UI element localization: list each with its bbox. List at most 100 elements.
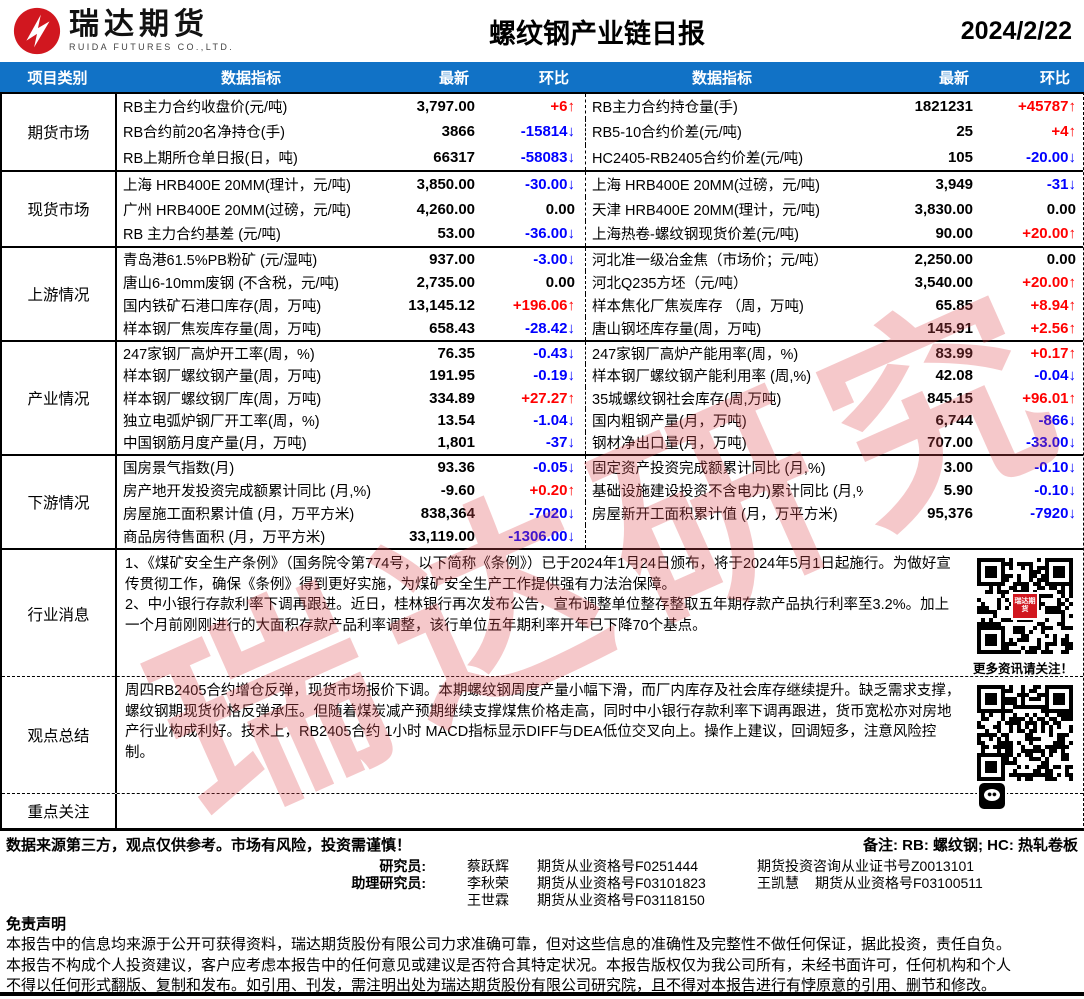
change-cell: 0.00: [1046, 200, 1076, 218]
qr-module: [977, 630, 981, 634]
qr-module: [1069, 697, 1073, 701]
qr-module: [1069, 713, 1073, 717]
qr-module: [1057, 602, 1061, 606]
qr-module: [1057, 713, 1061, 717]
col-header-latest-right: 最新: [938, 69, 969, 87]
qr-module: [1049, 709, 1053, 713]
value-cell: 53.00: [437, 225, 475, 243]
qr-module: [985, 685, 989, 689]
qr-module: [989, 777, 993, 781]
indicator-cell: RB5-10合约价差(元/吨): [585, 119, 863, 145]
qr-module: [1045, 594, 1049, 598]
indicator-cell: 中国钢筋月度产量(月，万吨): [123, 436, 307, 453]
qr-module: [1001, 646, 1005, 650]
qr-module: [1009, 717, 1013, 721]
qr-module: [1065, 717, 1069, 721]
change-cell: -30.00↓: [524, 175, 575, 193]
qr-module: [1037, 773, 1041, 777]
qr-module: [1045, 562, 1049, 566]
qr-module: [1025, 737, 1029, 741]
researcher-name: 王世霖: [467, 892, 509, 908]
researcher-label: 助理研究员:: [351, 875, 426, 891]
qr-module: [993, 574, 997, 578]
qr-module: [1037, 769, 1041, 773]
indicator-cell: 商品房待售面积 (月，万平方米): [123, 530, 326, 546]
qr-module: [1061, 642, 1065, 646]
qr-module: [1033, 626, 1037, 630]
qr-module: [977, 570, 981, 574]
qr-module: [1045, 721, 1049, 725]
researcher-cert-advisory: 期货投资咨询从业证书号Z0013101: [757, 858, 975, 874]
qr-module: [977, 737, 981, 741]
qr-module: [989, 558, 993, 562]
qr-module: [1057, 582, 1061, 586]
qr-module: [1017, 725, 1021, 729]
qr-module: [997, 590, 1001, 594]
qr-caption: 更多资讯请关注！: [973, 662, 1074, 676]
qr-module: [1025, 777, 1029, 781]
table-row: 247家钢厂高炉开工率(周，%) 76.35 -0.43↓ 247家钢厂高炉产能用率(…: [117, 342, 1083, 365]
qr-module: [1025, 634, 1029, 638]
qr-module: [1017, 717, 1021, 721]
value-cell: 3866: [441, 123, 475, 141]
researchers-block: 研究员: 蔡跃辉 期货从业资格号F0251444 期货投资咨询从业证书号Z001…: [0, 858, 1084, 909]
qr-module: [1041, 721, 1045, 725]
qr-module: [985, 697, 989, 701]
qr-module: [1049, 558, 1053, 562]
indicator-cell: 固定资产投资完成额累计同比 (月,%): [585, 456, 863, 479]
qr-module: [1021, 562, 1025, 566]
qr-module: [1005, 709, 1009, 713]
qr-module: [981, 717, 985, 721]
qr-module: [985, 570, 989, 574]
qr-module: [993, 610, 997, 614]
change-cell: +2.56↑: [1030, 320, 1076, 337]
table-row: RB合约前20名净持仓(手) 3866 -15814↓ RB5-10合约价差(元/吨)…: [117, 119, 1083, 145]
qr-module: [1021, 689, 1025, 693]
qr-module: [997, 753, 1001, 757]
qr-module: [1033, 721, 1037, 725]
qr-module: [1017, 638, 1021, 642]
qr-module: [977, 562, 981, 566]
qr-module: [1057, 598, 1061, 602]
qr-module: [1041, 717, 1045, 721]
qr-module: [1021, 626, 1025, 630]
qr-module: [989, 638, 993, 642]
researcher-cert: 期货从业资格号F03101823: [537, 875, 706, 891]
brand-text: 瑞达期货 RUIDA FUTURES CO.,LTD.: [69, 10, 234, 53]
change-cell: -0.05↓: [533, 459, 575, 476]
qr-module: [1037, 697, 1041, 701]
qr-brand-badge: 瑞达期货: [1011, 592, 1039, 620]
qr-module: [985, 638, 989, 642]
qr-module: [977, 574, 981, 578]
qr-module: [1061, 749, 1065, 753]
indicator-cell: 天津 HRB400E 20MM(理计，元/吨): [585, 196, 863, 222]
qr-module: [1009, 745, 1013, 749]
qr-module: [1065, 769, 1069, 773]
qr-module: [993, 733, 997, 737]
change-cell: -31↓: [1046, 175, 1076, 193]
change-cell: +6↑: [550, 98, 575, 116]
qr-module: [1001, 578, 1005, 582]
qr-module: [977, 626, 981, 630]
category-label: 现货市场: [2, 172, 117, 246]
qr-module: [1061, 582, 1065, 586]
qr-module: [989, 634, 993, 638]
qr-module: [1001, 685, 1005, 689]
category-label: 期货市场: [2, 94, 117, 170]
qr-module: [1057, 693, 1061, 697]
qr-module: [1013, 642, 1017, 646]
value-cell: 3,540.00: [914, 274, 973, 291]
qr-module: [1057, 606, 1061, 610]
qr-module: [993, 725, 997, 729]
change-cell: -0.10↓: [1034, 482, 1076, 499]
qr-module: [1053, 685, 1057, 689]
change-cell: +8.94↑: [1030, 297, 1076, 314]
qr-module: [993, 582, 997, 586]
indicator-cell: [585, 525, 863, 548]
qr-module: [1033, 697, 1037, 701]
news-line-2: 2、中小银行存款利率下调再跟进。近日，桂林银行再次发布公告，宣布调整单位整存整取…: [125, 597, 950, 634]
qr-module: [1013, 721, 1017, 725]
qr-module: [1049, 626, 1053, 630]
qr-module: [989, 713, 993, 717]
qr-module: [977, 578, 981, 582]
